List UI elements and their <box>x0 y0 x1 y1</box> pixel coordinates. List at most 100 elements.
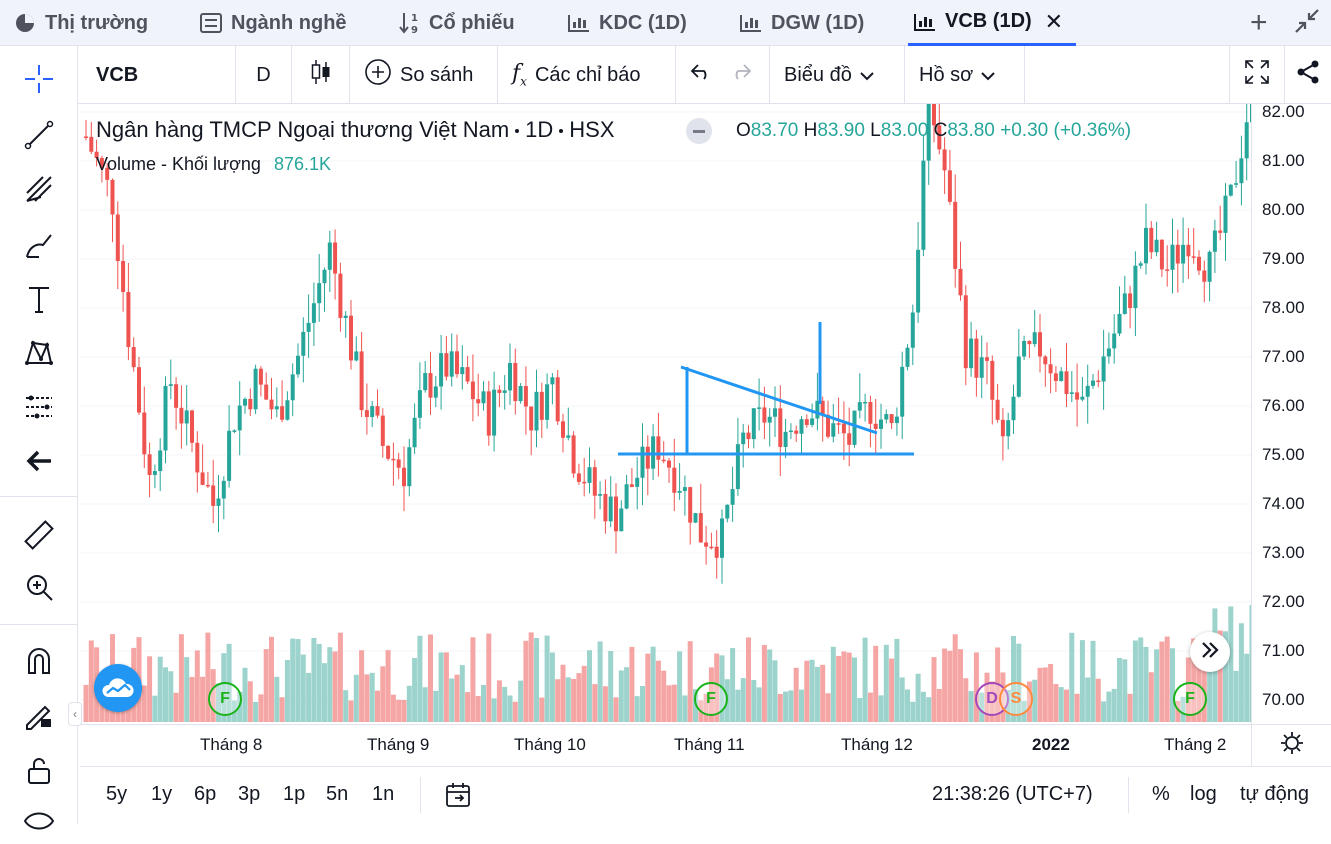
candle-body <box>751 408 756 440</box>
indicators-button[interactable]: fx Các chỉ báo <box>498 46 676 104</box>
candle-body <box>380 415 385 446</box>
pattern-icon[interactable] <box>16 330 62 376</box>
zoom-in-icon[interactable] <box>16 564 62 610</box>
candle-body <box>264 384 269 400</box>
volume-bar <box>189 676 195 722</box>
goto-date-icon[interactable] <box>444 781 472 814</box>
range-button-1n[interactable]: 1n <box>372 783 395 805</box>
volume-bar <box>163 667 168 722</box>
ruler-icon[interactable] <box>16 512 62 558</box>
trend-line-icon[interactable] <box>16 112 62 158</box>
tab-industry[interactable]: Ngành nghề <box>194 0 353 46</box>
volume-bar <box>412 658 418 722</box>
time-tick: Tháng 12 <box>841 735 913 754</box>
volume-bar <box>655 660 661 722</box>
range-button-5y[interactable]: 5y <box>106 783 128 805</box>
fib-icon[interactable] <box>16 166 62 212</box>
eye-icon[interactable] <box>16 798 62 844</box>
candle-body <box>656 436 661 460</box>
tab-kdc[interactable]: KDC (1D) <box>562 0 693 46</box>
candle-body <box>243 398 247 406</box>
candle-body <box>89 136 94 152</box>
event-marker-split[interactable]: S <box>999 682 1033 716</box>
event-marker-financial[interactable]: F <box>1173 682 1207 716</box>
fullscreen-button[interactable] <box>1229 46 1285 104</box>
profile-menu-button[interactable]: Hồ sơ <box>905 46 1025 104</box>
tab-vcb[interactable]: VCB (1D) ✕ <box>908 0 1076 46</box>
price-chart[interactable] <box>80 104 1251 724</box>
candle-body <box>534 391 539 431</box>
scroll-to-latest-button[interactable] <box>1190 632 1230 672</box>
candle-body <box>767 416 772 423</box>
candle-body <box>163 385 168 451</box>
symbol-search[interactable]: VCB <box>78 46 236 104</box>
candle-body <box>1239 158 1244 184</box>
candle-body <box>301 331 306 356</box>
volume-bar <box>629 646 635 722</box>
price-tick: 78.00 <box>1262 298 1305 317</box>
add-tab-icon[interactable]: + <box>1250 6 1268 39</box>
volume-bar <box>1164 636 1170 722</box>
event-marker-financial[interactable]: F <box>694 682 728 716</box>
undo-icon[interactable] <box>690 63 712 87</box>
back-arrow-icon[interactable] <box>16 438 62 484</box>
candle-body <box>137 367 141 413</box>
candle-body <box>667 460 671 468</box>
volume-bar <box>751 679 757 722</box>
percent-scale-toggle[interactable]: % <box>1152 783 1170 805</box>
close-icon[interactable]: ✕ <box>1044 8 1064 34</box>
range-button-1y[interactable]: 1y <box>151 783 173 805</box>
volume-bar <box>1154 649 1160 722</box>
range-button-3p[interactable]: 3p <box>238 783 261 805</box>
crosshair-icon[interactable] <box>16 56 62 102</box>
lock-drawing-icon[interactable] <box>16 692 62 738</box>
range-button-5n[interactable]: 5n <box>326 783 349 805</box>
text-icon[interactable] <box>16 276 62 322</box>
tab-dgw[interactable]: DGW (1D) <box>734 0 870 46</box>
event-marker-financial[interactable]: F <box>208 682 242 716</box>
settings-button[interactable] <box>1251 724 1331 766</box>
compare-button[interactable]: So sánh <box>350 46 498 104</box>
volume-bar <box>666 685 672 722</box>
redo-icon[interactable] <box>730 63 752 87</box>
share-button[interactable] <box>1285 46 1331 104</box>
volume-legend: Volume - Khối lượng 876.1K <box>96 154 331 175</box>
price-axis[interactable]: 82.00 81.00 80.00 79.00 78.00 77.00 76.00 75.00… <box>1251 102 1331 724</box>
volume-bar <box>894 638 900 722</box>
prediction-icon[interactable] <box>16 384 62 430</box>
chart-menu-button[interactable]: Biểu đồ <box>770 46 905 104</box>
auto-scale-toggle[interactable]: tự động <box>1240 783 1309 805</box>
undo-redo-group <box>676 46 770 104</box>
volume-bar <box>279 697 285 722</box>
collapse-icon[interactable] <box>1294 8 1320 42</box>
chart-canvas[interactable] <box>80 104 1251 724</box>
log-scale-toggle[interactable]: log <box>1190 783 1217 805</box>
time-axis[interactable]: Tháng 8 Tháng 9 Tháng 10 Tháng 11 Tháng 12 20… <box>80 724 1251 766</box>
candle-body <box>121 261 126 292</box>
collapse-toolbar-button[interactable]: ‹ <box>68 702 82 726</box>
volume-bar <box>814 666 820 722</box>
candle-body <box>497 389 502 393</box>
clock-display[interactable]: 21:38:26 (UTC+7) <box>932 783 1093 805</box>
chart-type-button[interactable] <box>292 46 350 104</box>
tab-label: Ngành nghề <box>231 11 347 34</box>
candle-body <box>730 489 735 505</box>
volume-bar <box>804 660 810 722</box>
magnet-icon[interactable] <box>16 638 62 684</box>
interval-button[interactable]: D <box>236 46 292 104</box>
brush-icon[interactable] <box>16 222 62 268</box>
candle-body <box>645 446 650 469</box>
volume-bar <box>396 699 402 722</box>
tab-market[interactable]: Thị trường <box>8 0 154 46</box>
range-button-1p[interactable]: 1p <box>283 783 306 805</box>
hide-legend-button[interactable] <box>686 118 712 144</box>
candle-body <box>1016 356 1021 397</box>
close-value: 83.80 <box>947 120 995 141</box>
range-button-6p[interactable]: 6p <box>194 783 217 805</box>
unlock-icon[interactable] <box>16 748 62 794</box>
candle-body <box>439 353 444 387</box>
candle-body <box>576 473 581 482</box>
candle-body <box>1069 392 1074 395</box>
price-tick: 71.00 <box>1262 641 1305 660</box>
